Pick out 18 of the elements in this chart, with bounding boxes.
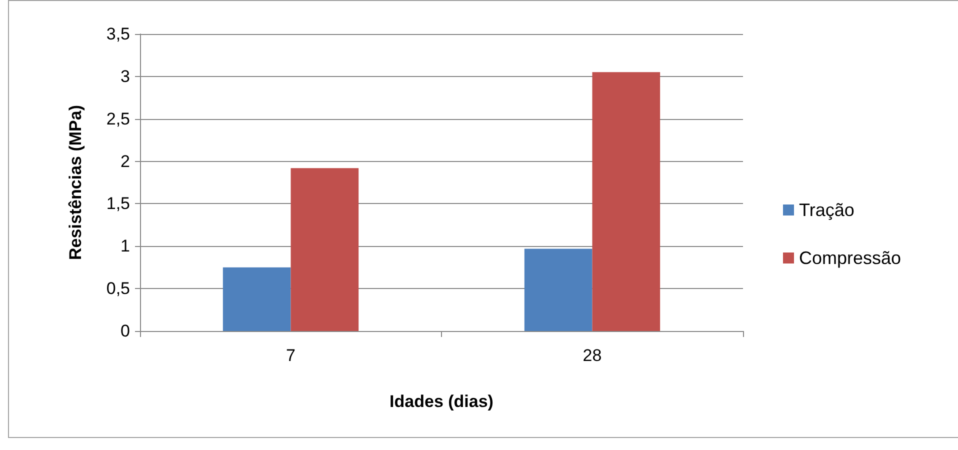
y-tick-label: 3,5	[106, 24, 130, 44]
x-tick-label: 7	[286, 346, 296, 365]
y-axis-title: Resistências (MPa)	[66, 105, 85, 260]
legend-label: Tração	[799, 200, 854, 220]
x-tick-label: 28	[582, 346, 602, 365]
y-tick-label: 3	[120, 66, 130, 86]
y-tick-label: 0	[120, 322, 130, 340]
x-axis-title: Idades (dias)	[390, 392, 494, 411]
y-tick-label: 1	[120, 236, 130, 256]
bar	[592, 72, 660, 331]
legend-label: Compressão	[799, 248, 902, 268]
y-tick-label: 0,5	[106, 279, 130, 298]
bar	[524, 248, 592, 331]
bar	[290, 168, 359, 331]
y-tick-label: 2	[120, 152, 130, 171]
bar	[222, 267, 291, 331]
y-tick-label: 2,5	[106, 109, 130, 128]
y-tick-label: 1,5	[106, 194, 130, 214]
